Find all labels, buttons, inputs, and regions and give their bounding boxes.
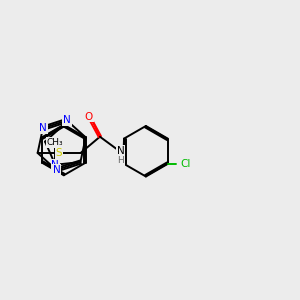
Text: CH₃: CH₃ <box>47 138 64 147</box>
Text: H: H <box>117 156 124 165</box>
Text: S: S <box>56 148 62 158</box>
Text: O: O <box>85 112 93 122</box>
Text: Cl: Cl <box>180 159 191 169</box>
Text: N: N <box>63 116 71 125</box>
Text: N: N <box>51 160 59 170</box>
Text: N: N <box>52 165 60 175</box>
Text: N: N <box>39 123 47 133</box>
Text: N: N <box>117 146 124 156</box>
